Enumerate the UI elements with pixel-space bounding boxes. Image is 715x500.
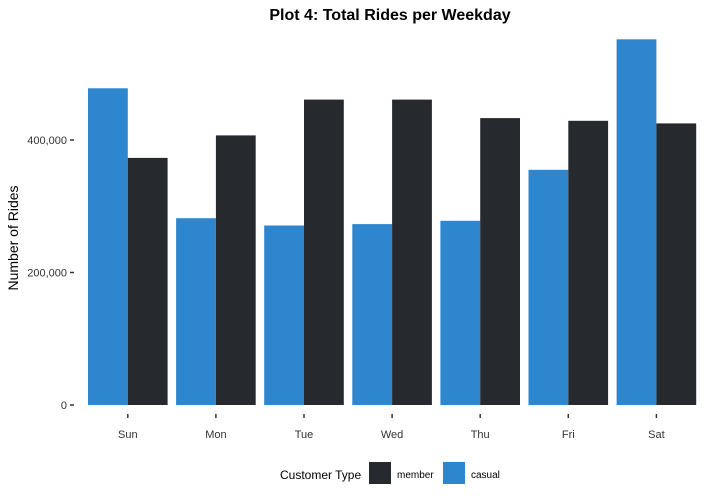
y-axis: 0 200,000 400,000 (27, 135, 74, 412)
y-tick-label: 400,000 (27, 135, 67, 147)
bar-casual-thu (440, 220, 481, 405)
bar-member-sat (656, 123, 697, 406)
bar-casual-mon (176, 218, 216, 405)
x-tick-label-sun: Sun (118, 429, 138, 441)
x-tick-label-fri: Fri (562, 429, 575, 441)
y-axis-label: Number of Rides (5, 185, 21, 290)
bar-casual-sat (616, 39, 657, 406)
bar-member-sun (127, 157, 168, 405)
x-tick-label-wed: Wed (381, 429, 403, 441)
bar-casual-wed (352, 224, 393, 405)
x-tick-label-sat: Sat (648, 429, 665, 441)
legend-key-member (369, 462, 391, 484)
legend: Customer Type member casual (280, 462, 500, 484)
bar-member-thu (480, 118, 520, 405)
bar-member-fri (568, 120, 609, 406)
chart-title: Plot 4: Total Rides per Weekday (269, 7, 510, 24)
x-tick-label-tue: Tue (295, 429, 314, 441)
y-tick-label: 0 (61, 400, 67, 412)
x-tick-label-mon: Mon (205, 429, 226, 441)
legend-label-casual: casual (471, 470, 500, 481)
bar-casual-fri (528, 169, 569, 405)
bar-casual-tue (264, 225, 304, 405)
x-tick-label-thu: Thu (471, 429, 490, 441)
x-axis: Sun Mon Tue Wed Thu Fri Sat (118, 414, 665, 441)
y-tick-label: 200,000 (27, 268, 67, 280)
bar-member-wed (392, 99, 432, 405)
bar-member-mon (215, 135, 256, 405)
bar-casual-sun (88, 88, 128, 406)
bars-group (88, 39, 697, 406)
legend-label-member: member (397, 470, 434, 481)
legend-title: Customer Type (280, 468, 361, 482)
bar-member-tue (304, 99, 344, 405)
legend-key-casual (443, 462, 465, 484)
